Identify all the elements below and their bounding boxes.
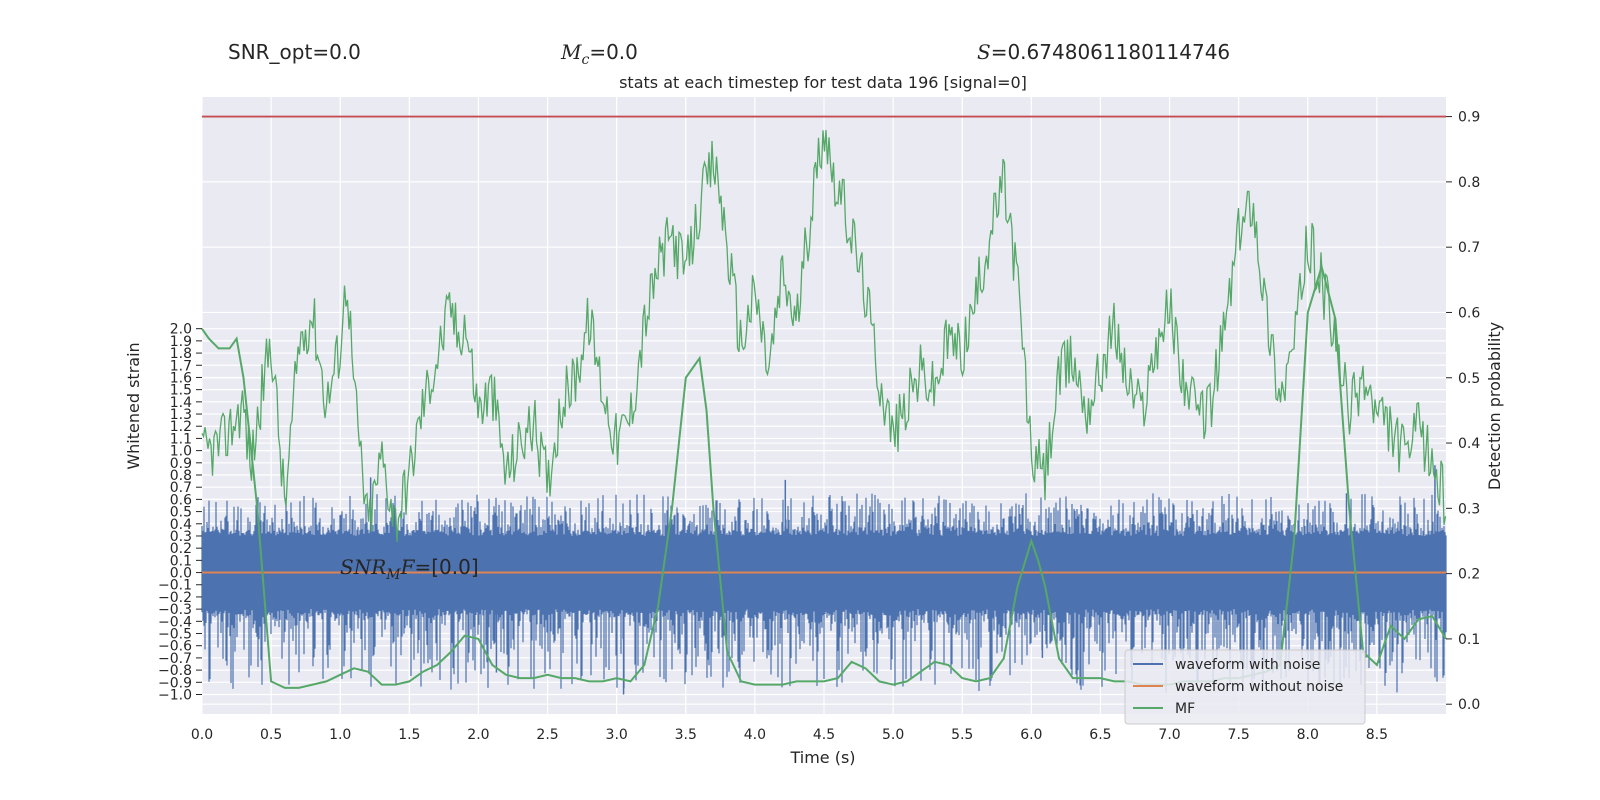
header-snr-opt: SNR_opt=0.0 bbox=[228, 40, 361, 64]
left-tick-label: 0.6 bbox=[170, 492, 192, 508]
x-tick-label: 5.0 bbox=[882, 727, 904, 743]
x-tick-label: 5.5 bbox=[951, 727, 973, 743]
right-tick-label: 0.5 bbox=[1458, 371, 1480, 387]
left-tick-label: 0.3 bbox=[170, 529, 192, 545]
left-tick-label: 1.8 bbox=[170, 346, 192, 362]
series-detection-probability bbox=[201, 130, 1447, 543]
x-tick-label: 4.5 bbox=[813, 727, 835, 743]
x-tick-label: 1.0 bbox=[329, 727, 351, 743]
left-tick-label: 1.9 bbox=[170, 334, 192, 350]
x-tick-label: 7.5 bbox=[1228, 727, 1250, 743]
right-tick-label: 0.3 bbox=[1458, 501, 1480, 517]
left-tick-label: 1.6 bbox=[170, 370, 192, 386]
x-tick-label: 8.0 bbox=[1297, 727, 1319, 743]
left-tick-label: −0.2 bbox=[158, 590, 192, 606]
left-tick-label: 0.9 bbox=[170, 456, 192, 472]
header-mc: Mc=0.0 bbox=[560, 40, 638, 68]
right-tick-label: 0.1 bbox=[1458, 632, 1480, 648]
left-tick-label: 0.2 bbox=[170, 541, 192, 557]
chart-title: stats at each timestep for test data 196… bbox=[619, 73, 1027, 92]
x-tick-label: 6.5 bbox=[1089, 727, 1111, 743]
right-axis-ticks: 0.0 0.1 0.2 0.3 0.4 0.5 0.6 0.7 0.8 0.9 bbox=[1446, 110, 1480, 713]
left-tick-label: −0.8 bbox=[158, 663, 192, 679]
right-tick-label: 0.7 bbox=[1458, 240, 1480, 256]
detection-probability-trace bbox=[201, 130, 1447, 543]
snr-mf-annotation: SNRMF=[0.0] bbox=[340, 555, 479, 583]
right-tick-label: 0.6 bbox=[1458, 305, 1480, 321]
left-axis-ticks: −1.0−0.9−0.8−0.7−0.6−0.5−0.4−0.3−0.2−0.1… bbox=[158, 322, 202, 703]
left-tick-label: −0.5 bbox=[158, 627, 192, 643]
left-tick-label: −0.1 bbox=[158, 578, 192, 594]
left-tick-label: 0.8 bbox=[170, 468, 192, 484]
left-tick-label: 0.1 bbox=[170, 553, 192, 569]
x-tick-label: 1.5 bbox=[398, 727, 420, 743]
legend: waveform with noise waveform without noi… bbox=[1124, 649, 1366, 725]
left-tick-label: 0.4 bbox=[170, 517, 192, 533]
left-tick-label: 1.4 bbox=[170, 395, 192, 411]
x-tick-label: 2.0 bbox=[467, 727, 489, 743]
left-tick-label: 0.5 bbox=[170, 505, 192, 521]
left-tick-label: −0.7 bbox=[158, 651, 192, 667]
legend-label-mf: MF bbox=[1175, 701, 1195, 717]
left-tick-label: −1.0 bbox=[158, 687, 192, 703]
left-tick-label: 1.3 bbox=[170, 407, 192, 423]
left-tick-label: 0.0 bbox=[170, 566, 192, 582]
legend-label-waveform-without-noise: waveform without noise bbox=[1175, 679, 1343, 695]
left-tick-label: 1.5 bbox=[170, 383, 192, 399]
header-s: S=0.6748061180114746 bbox=[977, 40, 1230, 64]
right-axis-label: Detection probability bbox=[1485, 322, 1504, 490]
left-tick-label: 2.0 bbox=[170, 322, 192, 338]
x-tick-label: 8.5 bbox=[1366, 727, 1388, 743]
left-tick-label: 0.7 bbox=[170, 480, 192, 496]
legend-label-waveform-with-noise: waveform with noise bbox=[1175, 657, 1320, 673]
x-tick-label: 0.0 bbox=[191, 727, 213, 743]
right-tick-label: 0.8 bbox=[1458, 175, 1480, 191]
right-tick-label: 0.0 bbox=[1458, 697, 1480, 713]
x-tick-label: 0.5 bbox=[260, 727, 282, 743]
right-tick-label: 0.9 bbox=[1458, 110, 1480, 126]
left-tick-label: 1.7 bbox=[170, 358, 192, 374]
x-tick-label: 7.0 bbox=[1158, 727, 1180, 743]
x-tick-label: 4.0 bbox=[744, 727, 766, 743]
x-tick-label: 6.0 bbox=[1020, 727, 1042, 743]
left-tick-label: −0.3 bbox=[158, 602, 192, 618]
left-axis-label: Whitened strain bbox=[124, 342, 143, 469]
right-tick-label: 0.4 bbox=[1458, 436, 1480, 452]
left-tick-label: 1.2 bbox=[170, 419, 192, 435]
legend-box bbox=[1124, 649, 1366, 725]
left-tick-label: 1.1 bbox=[170, 431, 192, 447]
left-tick-label: −0.9 bbox=[158, 675, 192, 691]
x-tick-label: 2.5 bbox=[536, 727, 558, 743]
left-tick-label: 1.0 bbox=[170, 444, 192, 460]
x-tick-label: 3.0 bbox=[606, 727, 628, 743]
right-tick-label: 0.2 bbox=[1458, 567, 1480, 583]
left-tick-label: −0.4 bbox=[158, 614, 192, 630]
x-axis-ticks: 0.0 0.5 1.0 1.5 2.0 2.5 3.0 3.5 4.0 4.5 5.0 5.5 6.0 6… bbox=[191, 727, 1388, 743]
x-axis-label: Time (s) bbox=[789, 748, 855, 767]
x-tick-label: 3.5 bbox=[675, 727, 697, 743]
left-tick-label: −0.6 bbox=[158, 639, 192, 655]
